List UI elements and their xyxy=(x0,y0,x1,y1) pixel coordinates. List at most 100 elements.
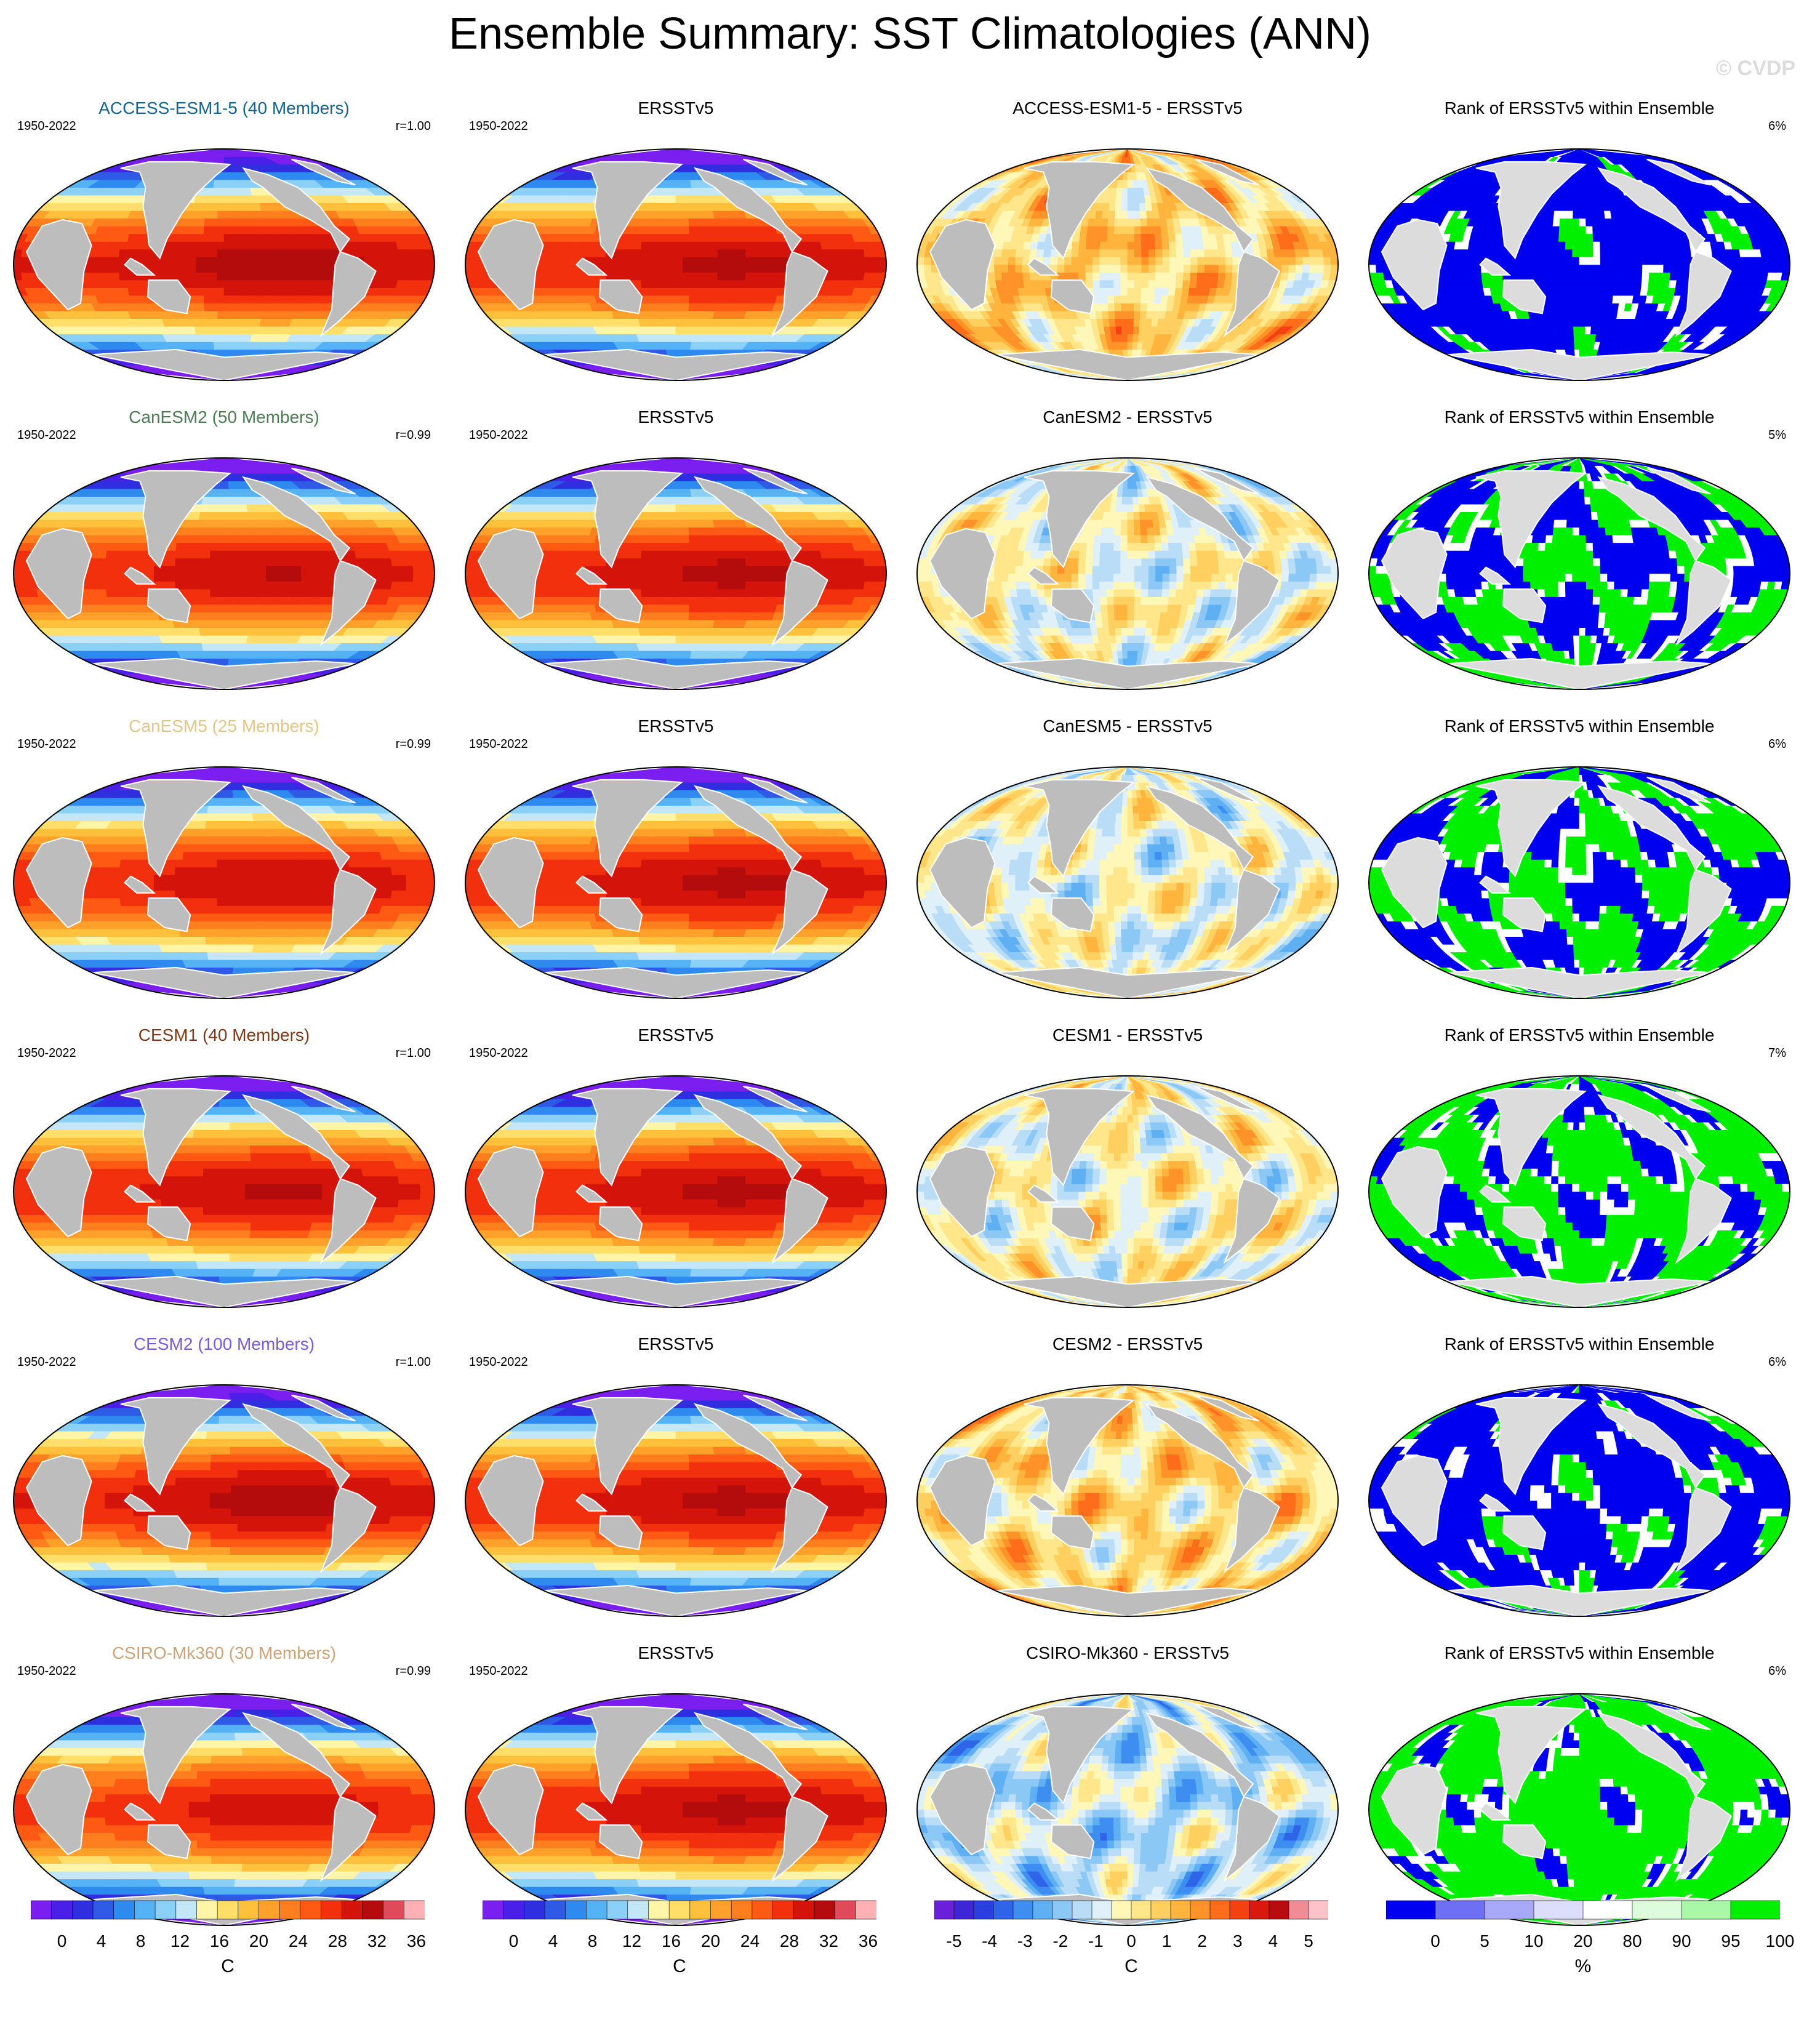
colorbar-tick-label: 95 xyxy=(1721,1931,1740,1951)
obs-panel-title: ERSSTv5 xyxy=(460,1334,891,1354)
model-panel-title: CanESM2 (50 Members) xyxy=(9,407,439,427)
colorbar-swatch xyxy=(300,1900,322,1920)
land-mask xyxy=(929,1703,1280,1925)
colorbar-tick-label: 10 xyxy=(1524,1931,1543,1951)
colorbar-tick-label: 24 xyxy=(740,1931,760,1951)
colorbar-tick-label: -3 xyxy=(1017,1931,1033,1951)
period-label: 1950-2022 xyxy=(17,1355,76,1369)
rank-panel: Rank of ERSSTv5 within Ensemble 6% xyxy=(1364,716,1795,1024)
colorbar-swatch xyxy=(1150,1900,1171,1920)
model-panel: ACCESS-ESM1-5 (40 Members) 1950-2022 r=1.0… xyxy=(9,98,439,406)
land-mask xyxy=(477,1703,828,1925)
rank-percent: 6% xyxy=(1768,737,1786,752)
model-map xyxy=(13,766,435,999)
colorbar-swatch xyxy=(544,1900,566,1920)
diff-panel-title: CSIRO-Mk360 - ERSSTv5 xyxy=(912,1643,1343,1663)
rank-panel: Rank of ERSSTv5 within Ensemble 5% xyxy=(1364,407,1795,715)
ocean-field xyxy=(1369,458,1790,689)
colorbar-swatch xyxy=(1533,1900,1584,1920)
rank-percent: 6% xyxy=(1768,1664,1786,1678)
rank-percent: 6% xyxy=(1768,1355,1786,1369)
colorbar-tick-label: 0 xyxy=(1126,1931,1136,1951)
colorbar-swatch xyxy=(92,1900,114,1920)
colorbar-unit: C xyxy=(221,1956,235,1977)
map-outline xyxy=(916,1384,1339,1617)
panel-row: CanESM2 (50 Members) 1950-2022 r=0.99 ERSST… xyxy=(0,407,1820,715)
colorbar-swatch xyxy=(1435,1900,1485,1920)
colorbar-swatch xyxy=(259,1900,281,1920)
land-mask xyxy=(929,158,1280,380)
period-label: 1950-2022 xyxy=(469,1355,528,1369)
colorbar-swatches xyxy=(483,1900,876,1920)
period-label: 1950-2022 xyxy=(469,737,528,752)
ocean-field xyxy=(1369,767,1790,998)
colorbar-swatch xyxy=(856,1900,876,1920)
obs-panel-title: ERSSTv5 xyxy=(460,1643,891,1663)
land-mask xyxy=(1381,776,1732,998)
ocean-field xyxy=(14,767,435,998)
colorbar-swatch xyxy=(503,1900,525,1920)
colorbar-swatch xyxy=(51,1900,73,1920)
watermark: © CVDP xyxy=(1716,57,1795,81)
colorbar-tick-label: -4 xyxy=(982,1931,997,1951)
colorbar-tick-label: 8 xyxy=(136,1931,146,1951)
obs-panel-title: ERSSTv5 xyxy=(460,98,891,118)
colorbar-swatches xyxy=(934,1900,1328,1920)
land-mask xyxy=(1381,1394,1732,1616)
pattern-correlation: r=1.00 xyxy=(396,1355,431,1369)
period-label: 1950-2022 xyxy=(469,119,528,134)
colorbar-tick-label: 0 xyxy=(509,1931,519,1951)
period-label: 1950-2022 xyxy=(17,1664,76,1678)
land-mask xyxy=(477,467,828,689)
map-outline xyxy=(13,1075,435,1308)
model-panel-title: CESM1 (40 Members) xyxy=(9,1025,439,1045)
colorbar-swatch xyxy=(1386,1900,1436,1920)
colorbar-unit: C xyxy=(1124,1956,1138,1977)
ocean-field xyxy=(14,458,435,689)
colorbar-swatch xyxy=(362,1900,384,1920)
colorbar-swatch xyxy=(1484,1900,1534,1920)
land-mask xyxy=(929,467,1280,689)
colorbar: 0 4 8 12 16 20 24 28 32 36 C xyxy=(483,1896,878,1976)
map-outline xyxy=(916,1693,1339,1926)
model-panel: CSIRO-Mk360 (30 Members) 1950-2022 r=0.99 xyxy=(9,1643,439,1951)
map-outline xyxy=(13,148,435,381)
obs-panel-title: ERSSTv5 xyxy=(460,1025,891,1045)
colorbar-tick-label: 80 xyxy=(1622,1931,1642,1951)
rank-panel-title: Rank of ERSSTv5 within Ensemble xyxy=(1364,1025,1795,1045)
period-label: 1950-2022 xyxy=(469,1046,528,1061)
colorbar-swatch xyxy=(1229,1900,1250,1920)
diff-panel: ACCESS-ESM1-5 - ERSSTv5 xyxy=(912,98,1343,406)
pattern-correlation: r=1.00 xyxy=(396,119,431,134)
colorbar-tick-label: 20 xyxy=(249,1931,268,1951)
colorbar: 0 4 8 12 16 20 24 28 32 36 C xyxy=(31,1896,426,1976)
colorbar-swatches xyxy=(31,1900,425,1920)
model-panel: CESM2 (100 Members) 1950-2022 r=1.00 xyxy=(9,1334,439,1642)
map-outline xyxy=(916,766,1339,999)
map-outline xyxy=(916,148,1339,381)
land-mask xyxy=(25,467,377,689)
ocean-field xyxy=(14,1385,435,1616)
colorbar-swatches xyxy=(1386,1900,1780,1920)
land-mask xyxy=(1381,467,1732,689)
colorbar-tick-label: 16 xyxy=(210,1931,229,1951)
period-label: 1950-2022 xyxy=(17,737,76,752)
colorbar-swatch xyxy=(1170,1900,1191,1920)
land-mask xyxy=(929,776,1280,998)
land-mask xyxy=(25,158,377,380)
obs-panel: ERSSTv5 1950-2022 xyxy=(460,407,891,715)
model-panel-title: CESM2 (100 Members) xyxy=(9,1334,439,1354)
rank-map xyxy=(1368,1075,1790,1308)
diff-map xyxy=(916,457,1339,690)
colorbar-tick-label: 0 xyxy=(57,1931,67,1951)
diff-panel: CESM1 - ERSSTv5 xyxy=(912,1025,1343,1333)
obs-map xyxy=(465,766,887,999)
land-mask xyxy=(929,1085,1280,1307)
diff-panel-title: CESM2 - ERSSTv5 xyxy=(912,1334,1343,1354)
rank-percent: 6% xyxy=(1768,119,1786,134)
colorbar-swatch xyxy=(1632,1900,1682,1920)
colorbar-tick-label: 2 xyxy=(1197,1931,1207,1951)
land-mask xyxy=(25,776,377,998)
ocean-field xyxy=(465,1076,886,1307)
colorbar-swatch xyxy=(772,1900,795,1920)
